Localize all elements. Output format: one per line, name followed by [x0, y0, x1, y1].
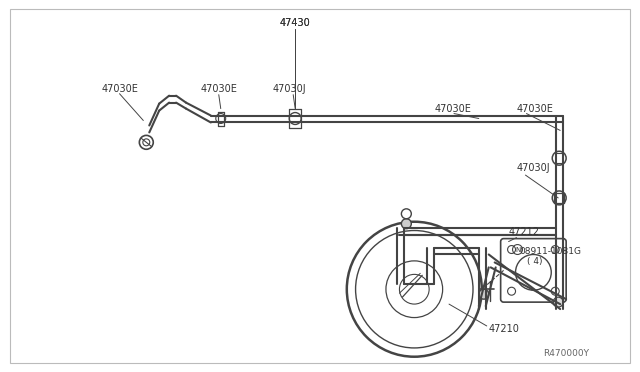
Text: 47030E: 47030E — [201, 84, 238, 94]
Circle shape — [401, 219, 412, 229]
Circle shape — [553, 297, 563, 307]
Text: 47030E: 47030E — [434, 103, 471, 113]
Text: 47030E: 47030E — [102, 84, 138, 94]
Text: N: N — [515, 247, 520, 253]
Text: 47030J: 47030J — [273, 84, 306, 94]
Text: 47030J: 47030J — [516, 163, 550, 173]
Circle shape — [479, 289, 489, 299]
Text: 08911-1081G: 08911-1081G — [520, 247, 582, 256]
Text: 47210: 47210 — [489, 324, 520, 334]
Text: 47030E: 47030E — [516, 103, 554, 113]
Text: 47430: 47430 — [280, 18, 310, 28]
Text: 47430: 47430 — [280, 18, 310, 28]
Text: ( 4): ( 4) — [527, 257, 543, 266]
Text: R470000Y: R470000Y — [543, 349, 589, 358]
Text: 47212: 47212 — [509, 227, 540, 237]
